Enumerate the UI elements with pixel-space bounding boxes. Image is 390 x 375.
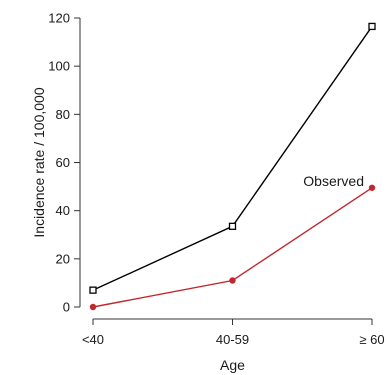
y-tick-label: 40 (56, 203, 70, 218)
data-point (228, 222, 237, 230)
y-tick-label: 0 (63, 300, 70, 315)
y-tick-label: 60 (56, 155, 70, 170)
data-point (229, 277, 236, 284)
y-tick-label: 80 (56, 107, 70, 122)
y-axis-label: Incidence rate / 100,000 (31, 87, 47, 237)
series-line (92, 187, 373, 308)
data-point (89, 286, 97, 294)
x-axis: <40 40-59 ≥ 60 (82, 318, 385, 347)
series-line (92, 26, 373, 291)
series-observed: Observed (89, 173, 376, 311)
y-tick-label: 20 (56, 251, 70, 266)
y-tick-label: 120 (48, 11, 70, 26)
x-tick-label: 40-59 (216, 332, 249, 347)
y-tick-label: 100 (48, 59, 70, 74)
x-tick-label: <40 (82, 332, 104, 347)
x-tick-label: ≥ 60 (359, 332, 384, 347)
y-axis: 0 20 40 60 80 100 120 (48, 11, 81, 315)
data-point (89, 303, 97, 311)
x-axis-label: Age (220, 357, 245, 373)
data-point (368, 22, 376, 31)
series-expected: Expected (89, 22, 376, 294)
series-label: Observed (303, 173, 364, 189)
data-point (368, 184, 376, 191)
series-layer: ExpectedObserved (89, 22, 376, 311)
